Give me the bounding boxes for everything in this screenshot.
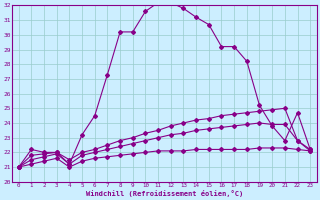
X-axis label: Windchill (Refroidissement éolien,°C): Windchill (Refroidissement éolien,°C) bbox=[86, 190, 243, 197]
